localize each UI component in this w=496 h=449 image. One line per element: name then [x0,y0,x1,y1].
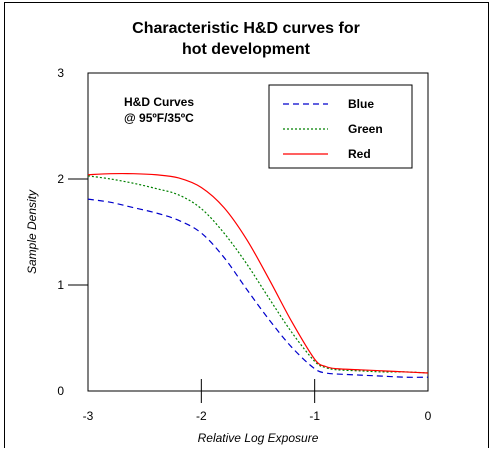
legend: Blue Green Red [268,84,413,169]
chart-title-line-1: Characteristic H&D curves for [132,20,360,37]
y-tick-label: 2 [57,172,64,186]
y-tick-label: 1 [57,278,64,292]
axis-tick-labels: -3 -2 -1 0 0 1 2 3 [57,66,431,423]
series-line-green [87,175,429,374]
y-tick-label: 3 [57,66,64,80]
series-line-blue [87,198,429,378]
legend-box [268,84,413,169]
legend-label-red: Red [348,147,371,161]
x-tick-label: -2 [196,409,207,423]
legend-label-green: Green [348,122,383,136]
legend-label-blue: Blue [348,97,374,111]
x-axis-title: Relative Log Exposure [198,431,319,445]
chart-frame [4,2,489,448]
y-axis-title: Sample Density [25,189,39,274]
x-tick-label: -1 [309,409,320,423]
series-line-red [87,172,429,374]
annotation-line-1: H&D Curves [124,95,194,109]
series-lines [87,172,429,378]
plot-area [87,72,429,392]
y-tick-label: 0 [57,384,64,398]
chart-title-line-2: hot development [182,41,311,58]
x-tick-label: -3 [83,409,94,423]
axis-ticks [68,178,316,403]
x-tick-label: 0 [425,409,432,423]
annotation-line-2: @ 95ºF/35ºC [124,111,194,125]
legend-items: Blue Green Red [283,97,383,161]
